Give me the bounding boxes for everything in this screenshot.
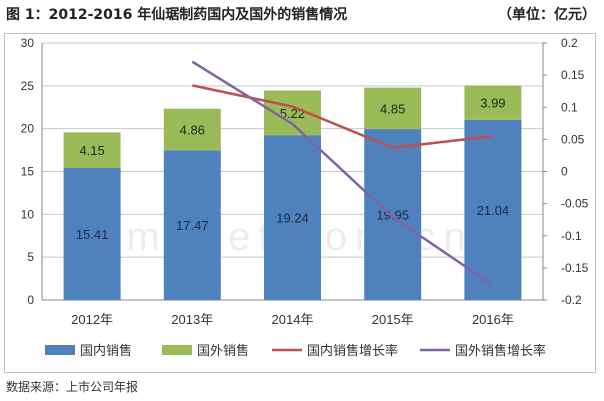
y2-tick-label: -0.05	[561, 197, 589, 211]
y2-tick-label: 0.05	[561, 132, 585, 146]
data-label-domestic: 19.24	[276, 211, 309, 226]
bar-domestic	[63, 167, 121, 300]
line-foreign-growth	[191, 60, 494, 287]
data-label-foreign: 4.15	[79, 143, 104, 158]
bar-foreign	[163, 108, 221, 151]
bar-foreign	[464, 85, 522, 120]
data-label-foreign: 4.85	[380, 101, 405, 116]
legend-swatch	[45, 345, 75, 355]
y-tick-label: 30	[21, 36, 35, 50]
legend-label: 国内销售增长率	[307, 343, 398, 358]
bar-foreign	[364, 87, 422, 130]
y-tick-label: 15	[21, 165, 35, 179]
y2-tick-label: 0.1	[561, 100, 578, 114]
x-tick-label: 2012年	[71, 312, 113, 327]
data-label-domestic: 19.95	[376, 208, 409, 223]
data-label-domestic: 21.04	[477, 203, 510, 218]
y2-tick-label: -0.15	[561, 261, 589, 275]
y2-tick-label: 0.15	[561, 68, 585, 82]
legend-label: 国外销售	[197, 343, 249, 358]
x-tick-label: 2015年	[372, 312, 414, 327]
y-tick-label: 5	[27, 250, 34, 264]
line-domestic-growth	[192, 84, 494, 150]
x-tick-label: 2013年	[171, 312, 213, 327]
legend-swatch	[162, 345, 192, 355]
x-tick-label: 2014年	[272, 312, 314, 327]
legend-label: 国内销售	[80, 343, 132, 358]
figure-title: 图 1：2012-2016 年仙琚制药国内及国外的销售情况	[6, 7, 348, 23]
bar-domestic	[163, 150, 221, 300]
data-label-domestic: 15.41	[76, 227, 109, 242]
legend-label: 国外销售增长率	[455, 343, 546, 358]
y-tick-label: 10	[21, 207, 35, 221]
y-tick-label: 20	[21, 122, 35, 136]
y2-tick-label: 0	[561, 165, 568, 179]
y-tick-label: 0	[27, 293, 34, 307]
y2-tick-label: -0.2	[561, 293, 582, 307]
y2-tick-label: -0.1	[561, 229, 582, 243]
source-note: 数据来源：上市公司年报	[6, 380, 139, 394]
bar-domestic	[364, 129, 422, 300]
data-label-foreign: 3.99	[480, 96, 505, 111]
bar-foreign	[63, 132, 121, 168]
x-tick-label: 2016年	[472, 312, 514, 327]
chart-frame	[4, 33, 596, 373]
data-label-domestic: 17.47	[176, 218, 209, 233]
y-tick-label: 25	[21, 79, 35, 93]
bar-domestic	[464, 119, 522, 301]
unit-label: （单位：亿元）	[498, 7, 596, 23]
y2-tick-label: 0.2	[561, 36, 578, 50]
data-label-foreign: 4.86	[180, 123, 205, 138]
bar-domestic	[264, 135, 321, 300]
